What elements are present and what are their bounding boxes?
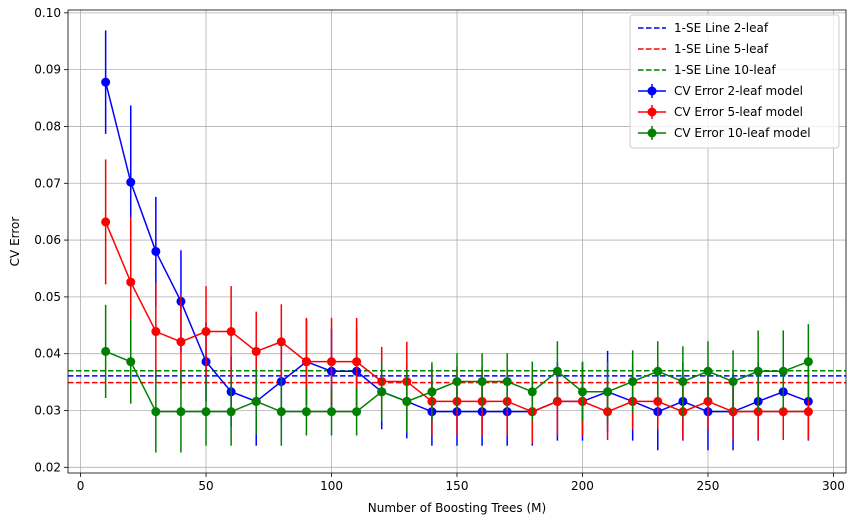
- y-tick-label: 0.10: [34, 6, 61, 20]
- legend-entry: 1-SE Line 10-leaf: [638, 63, 776, 77]
- data-point: [678, 377, 688, 387]
- data-point: [327, 407, 337, 417]
- x-tick-label: 0: [77, 479, 85, 493]
- data-point: [703, 366, 713, 376]
- data-point: [201, 407, 211, 417]
- x-tick-label: 300: [822, 479, 845, 493]
- data-point: [603, 387, 613, 397]
- y-tick-label: 0.04: [34, 347, 61, 361]
- legend-label: 1-SE Line 2-leaf: [674, 21, 769, 35]
- data-point: [101, 217, 111, 227]
- data-point: [452, 377, 462, 387]
- y-tick-label: 0.08: [34, 119, 61, 133]
- legend-entry: CV Error 2-leaf model: [638, 84, 803, 98]
- data-point: [276, 407, 286, 417]
- data-point: [427, 387, 437, 397]
- data-point: [327, 357, 337, 367]
- y-axis-label: CV Error: [8, 217, 22, 267]
- data-point: [552, 366, 562, 376]
- x-tick-label: 150: [446, 479, 469, 493]
- legend-label: 1-SE Line 10-leaf: [674, 63, 776, 77]
- axis-ticks: 0 50 100 150 200 250 300 0.02 0.03 0.04 0.05 0.06 0.…: [34, 6, 845, 493]
- data-point: [352, 407, 362, 417]
- data-point: [352, 357, 362, 367]
- legend-marker-swatch: [647, 128, 657, 138]
- y-tick-label: 0.06: [34, 233, 61, 247]
- data-point: [753, 366, 763, 376]
- data-point: [728, 377, 738, 387]
- data-point: [101, 77, 111, 87]
- data-point: [251, 396, 261, 406]
- legend-marker-swatch: [647, 107, 657, 117]
- x-axis-label: Number of Boosting Trees (M): [368, 501, 546, 515]
- data-point: [778, 366, 788, 376]
- legend-entry: 1-SE Line 2-leaf: [638, 21, 769, 35]
- data-point: [151, 246, 161, 256]
- data-point: [176, 337, 186, 347]
- series-group: [101, 30, 813, 453]
- data-point: [402, 396, 412, 406]
- data-point: [226, 407, 236, 417]
- data-point: [176, 407, 186, 417]
- data-point: [276, 337, 286, 347]
- y-tick-label: 0.07: [34, 176, 61, 190]
- x-tick-label: 100: [320, 479, 343, 493]
- legend-label: CV Error 10-leaf model: [674, 126, 811, 140]
- legend-box: [629, 14, 840, 149]
- data-point: [251, 346, 261, 356]
- legend-label: CV Error 5-leaf model: [674, 105, 803, 119]
- data-point: [577, 387, 587, 397]
- data-point: [527, 387, 537, 397]
- x-tick-label: 200: [571, 479, 594, 493]
- legend-label: CV Error 2-leaf model: [674, 84, 803, 98]
- y-tick-label: 0.05: [34, 290, 61, 304]
- y-tick-label: 0.09: [34, 63, 61, 77]
- legend: 1-SE Line 2-leaf 1-SE Line 5-leaf 1-SE Lin…: [629, 14, 840, 149]
- legend-entry: CV Error 5-leaf model: [638, 105, 803, 119]
- data-point: [803, 407, 813, 417]
- x-tick-label: 250: [697, 479, 720, 493]
- data-point: [151, 407, 161, 417]
- data-point: [502, 377, 512, 387]
- data-point: [226, 327, 236, 337]
- data-point: [477, 377, 487, 387]
- data-point: [101, 346, 111, 356]
- x-tick-label: 50: [198, 479, 213, 493]
- data-point: [301, 357, 311, 367]
- data-point: [377, 387, 387, 397]
- data-point: [126, 177, 136, 187]
- data-point: [653, 366, 663, 376]
- data-point: [201, 327, 211, 337]
- y-tick-label: 0.02: [34, 460, 61, 474]
- series: [101, 304, 813, 453]
- data-point: [126, 277, 136, 287]
- data-point: [803, 357, 813, 367]
- data-point: [126, 357, 136, 367]
- data-point: [151, 327, 161, 337]
- y-tick-label: 0.03: [34, 404, 61, 418]
- legend-marker-swatch: [647, 86, 657, 96]
- legend-label: 1-SE Line 5-leaf: [674, 42, 769, 56]
- data-point: [628, 377, 638, 387]
- legend-entry: 1-SE Line 5-leaf: [638, 42, 769, 56]
- data-point: [301, 407, 311, 417]
- legend-entry: CV Error 10-leaf model: [638, 126, 811, 140]
